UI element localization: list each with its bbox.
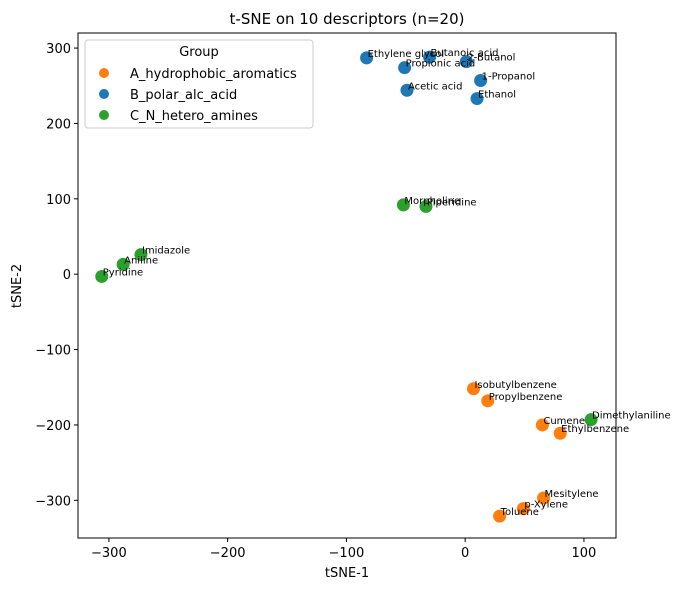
point-label: p-Xylene [524,500,568,511]
point-label: Morpholine [404,196,460,207]
x-axis: −300 −200 −100 0 100 [91,538,596,561]
legend-label: C_N_hetero_amines [130,109,258,124]
data-point [493,509,507,523]
legend: Group A_hydrophobic_aromatics B_polar_alc… [84,39,314,129]
legend-label: B_polar_alc_acid [130,88,237,103]
legend-marker [99,110,109,120]
point-label: Butanoic acid [431,48,499,59]
y-tick-label: −300 [35,494,71,509]
point-label: Piperidine [427,197,477,208]
legend-marker [99,89,109,99]
point-label: Mesitylene [545,489,599,500]
data-point [398,61,412,75]
y-tick-label: 300 [46,42,71,57]
x-tick-label: −200 [210,546,246,561]
data-point [470,92,484,106]
point-label: Isobutylbenzene [474,380,556,391]
y-tick-label: 100 [46,193,71,208]
y-tick-label: 0 [63,268,71,283]
y-tick-label: −200 [35,419,71,434]
point-label: Dimethylaniline [592,411,671,422]
data-point [116,257,130,271]
legend-title: Group [179,45,219,60]
x-axis-title: tSNE-1 [325,566,369,581]
legend-box [84,39,314,129]
y-axis-title: tSNE-2 [10,264,25,308]
data-point [423,50,437,64]
point-label: 2-Butanol [467,53,515,64]
point-label: Ethylbenzene [561,424,629,435]
data-point [553,426,567,440]
point-label: 1-Propanol [482,71,536,82]
data-point [537,491,551,505]
x-tick-label: 100 [572,546,597,561]
chart-title: t-SNE on 10 descriptors (n=20) [230,10,465,28]
data-point [459,55,473,69]
data-point [535,418,549,432]
legend-marker [99,68,109,78]
x-tick-label: 0 [461,546,469,561]
y-tick-label: −100 [35,344,71,359]
point-label: Aniline [124,255,158,266]
data-point [474,73,488,87]
data-points [95,50,598,523]
data-point [95,269,109,283]
point-label: Propionic acid [406,59,476,70]
data-point [466,382,480,396]
point-label: Cumene [543,416,585,427]
point-label: Ethylene glycol [368,49,445,60]
data-point [396,198,410,212]
data-point [584,413,598,427]
point-label: Imidazole [142,246,190,257]
data-point [400,83,414,97]
legend-entries: A_hydrophobic_aromatics B_polar_alc_acid C… [99,67,297,124]
data-point [134,248,148,262]
data-point [481,394,495,408]
point-label: Acetic acid [408,81,462,92]
point-label: Pyridine [103,267,143,278]
plot-area [77,32,617,539]
point-label: Toluene [500,507,539,518]
data-point [360,51,374,65]
x-tick-label: −300 [91,546,127,561]
legend-label: A_hydrophobic_aromatics [130,67,297,82]
plot-frame [77,32,617,539]
point-label: Ethanol [478,90,516,101]
point-label: Propylbenzene [489,392,563,403]
y-axis: −300 −200 −100 0 100 200 300 [35,42,78,509]
data-point [419,199,433,213]
data-point [516,502,530,516]
x-tick-label: −100 [329,546,365,561]
y-tick-label: 200 [46,117,71,132]
